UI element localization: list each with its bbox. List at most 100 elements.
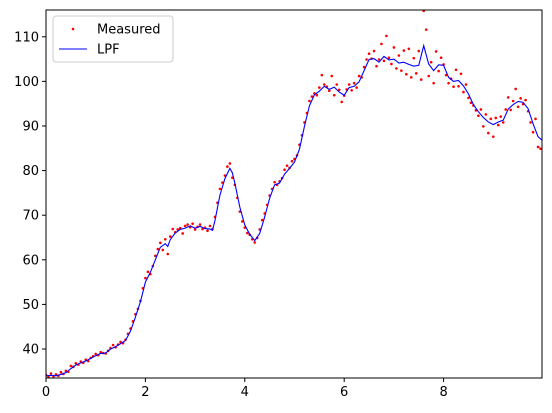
y-tick-label: 70 [22,209,39,224]
measured-point-66 [208,224,212,228]
measured-point-126 [357,74,361,78]
measured-point-197 [534,117,537,121]
measured-point-166 [457,84,460,88]
measured-point-179 [489,117,493,121]
measured-point-27 [111,343,115,347]
measured-point-47 [161,248,165,252]
measured-point-146 [407,47,411,51]
measured-point-125 [355,86,358,89]
measured-point-22 [99,350,102,354]
measured-point-123 [350,88,353,92]
measured-point-168 [462,90,465,94]
measured-point-46 [159,241,162,245]
legend-lpf-label: LPF [97,43,120,58]
measured-point-154 [427,74,430,78]
measured-point-79 [241,220,244,223]
measured-point-180 [491,135,495,138]
y-tick-label: 90 [22,119,39,134]
y-tick-label: 50 [22,298,39,313]
x-tick-label: 2 [141,385,149,400]
measured-points [46,10,542,378]
measured-point-133 [375,64,378,68]
measured-point-140 [392,46,396,49]
measured-point-145 [405,72,408,76]
y-tick-label: 40 [22,343,39,358]
measured-point-157 [434,50,438,53]
measured-point-174 [477,114,480,118]
measured-point-12 [74,361,78,365]
measured-point-51 [171,227,175,231]
measured-point-129 [365,58,368,61]
measured-point-124 [352,81,356,85]
measured-point-118 [337,88,341,92]
measured-point-10 [69,364,73,368]
measured-point-156 [432,81,435,85]
measured-point-138 [387,56,391,60]
x-tick-label: 4 [241,385,249,400]
measured-point-171 [469,101,473,105]
measured-point-44 [154,254,157,258]
measured-point-30 [119,340,122,344]
measured-point-63 [201,227,204,231]
measured-point-196 [531,130,535,134]
y-axis: 40 50 60 70 80 90 100 110 [14,30,46,358]
measured-point-175 [479,108,483,111]
measured-point-2 [49,372,53,375]
measured-point-190 [516,105,520,109]
measured-point-40 [144,276,147,280]
measured-point-165 [454,68,458,72]
measured-point-164 [452,85,455,89]
y-tick-label: 110 [14,30,39,45]
measured-point-132 [372,49,376,53]
measured-point-119 [340,100,344,104]
y-tick-label: 60 [22,253,39,268]
measured-point-50 [168,235,172,238]
measured-point-48 [163,237,167,241]
legend-measured-label: Measured [97,23,161,38]
y-tick-label: 100 [14,75,39,90]
measured-point-107 [310,95,314,98]
measured-point-158 [437,69,440,73]
measured-point-59 [191,222,194,225]
measured-point-193 [524,98,527,102]
x-tick-label: 6 [340,385,348,400]
measured-point-142 [397,54,401,57]
x-axis: 0 2 4 6 8 [42,378,448,400]
measured-point-111 [320,73,324,77]
measured-point-122 [347,83,351,86]
measured-point-65 [206,229,209,233]
measured-point-56 [183,224,187,228]
measured-point-49 [166,252,170,256]
legend-box [52,15,174,63]
measured-point-187 [509,108,512,112]
measured-point-177 [484,113,488,116]
plot-frame [45,9,543,379]
measured-point-106 [308,99,311,103]
measured-point-170 [467,96,470,100]
measured-point-117 [335,83,339,86]
measured-point-81 [245,231,249,235]
measured-point-96 [283,168,286,171]
lpf-line-layer [46,43,542,377]
measured-point-159 [439,56,443,60]
measured-point-186 [506,96,510,99]
measured-point-183 [499,115,503,118]
measured-point-116 [332,93,336,97]
measured-point-99 [290,159,294,163]
measured-point-143 [400,69,403,72]
measured-point-185 [504,108,508,111]
measured-point-136 [382,59,386,63]
measured-point-155 [429,60,433,64]
measured-point-110 [318,86,321,89]
measured-point-139 [390,62,393,66]
measured-point-115 [330,74,334,78]
x-tick-label: 0 [42,385,50,400]
measured-point-62 [198,223,202,226]
measured-point-153 [424,28,428,31]
legend-measured-marker [71,27,75,31]
measured-point-176 [482,125,485,128]
measured-point-162 [447,81,450,85]
measured-point-134 [377,58,381,61]
measured-point-184 [501,121,505,124]
measured-point-55 [181,232,184,235]
